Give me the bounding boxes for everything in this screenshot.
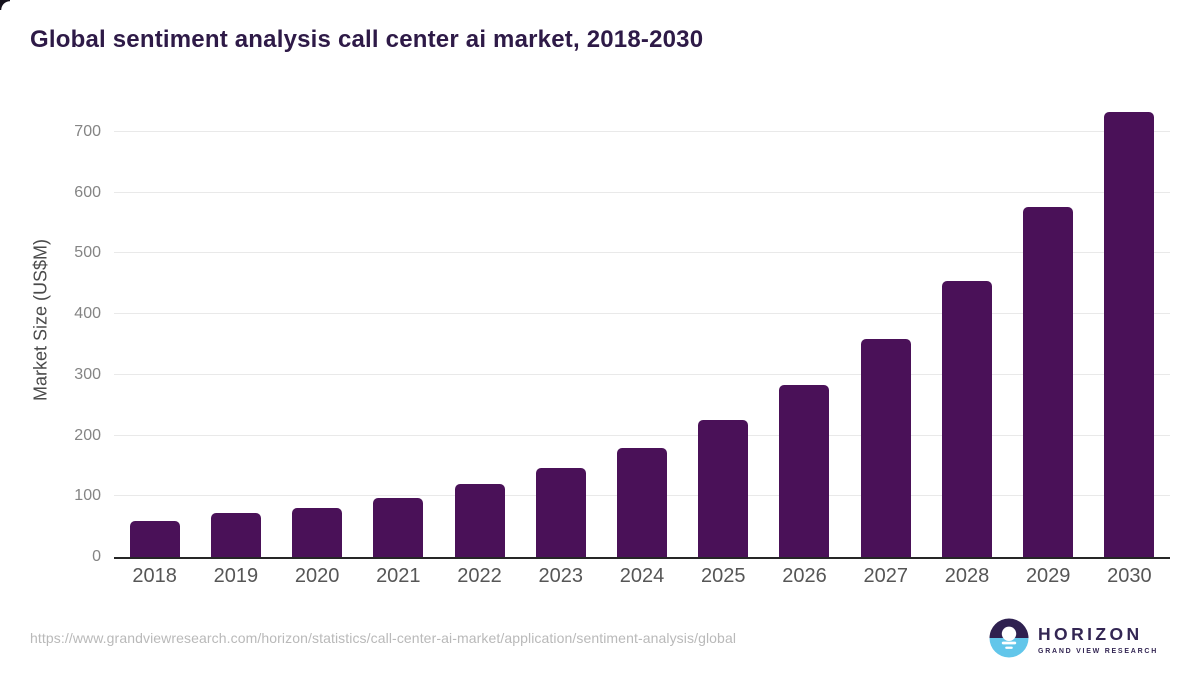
gridline-500: [114, 252, 1170, 254]
gridline-700: [114, 131, 1170, 133]
xtick-label-2026: 2026: [782, 565, 827, 587]
ytick-label-200: 200: [74, 426, 101, 444]
bars-layer: [114, 109, 1170, 557]
corner-artifact: [0, 0, 10, 10]
bar-slot-2021: [358, 109, 439, 557]
source-url: https://www.grandviewresearch.com/horizo…: [30, 630, 737, 646]
bar-slot-2026: [764, 109, 845, 557]
gridline-300: [114, 373, 1170, 375]
x-axis-ticks: 2018 2019 2020 2021 2022 2023 2024 2025 2026 2027…: [114, 565, 1170, 587]
logo-title: HORIZON: [1038, 624, 1143, 645]
gridline-400: [114, 313, 1170, 315]
ytick-label-600: 600: [74, 183, 101, 201]
bar-2029: [1023, 207, 1074, 557]
bar-2030: [1104, 112, 1155, 557]
xtick-label-2023: 2023: [538, 565, 584, 587]
ytick-label-400: 400: [74, 305, 101, 323]
bar-slot-2030: [1089, 109, 1170, 557]
bar-slot-2020: [276, 109, 357, 557]
xtick-label-2024: 2024: [619, 565, 665, 587]
xtick-label-2022: 2022: [457, 565, 502, 587]
xtick-label-2019: 2019: [213, 565, 259, 587]
chart-title: Global sentiment analysis call center ai…: [30, 26, 704, 53]
bar-slot-2022: [439, 109, 520, 557]
bar-2018: [129, 520, 180, 557]
ytick-label-700: 700: [74, 123, 101, 141]
horizon-logo: HORIZON GRAND VIEW RESEARCH: [989, 618, 1158, 663]
horizon-logo-icon: [989, 618, 1029, 663]
xtick-label-2025: 2025: [701, 565, 746, 587]
bar-2020: [292, 507, 343, 557]
xtick-label-2027: 2027: [863, 565, 908, 587]
xtick-label-2020: 2020: [294, 565, 340, 587]
bar-2024: [617, 447, 668, 557]
logo-subtitle: GRAND VIEW RESEARCH: [1038, 647, 1158, 655]
bar-slot-2023: [520, 109, 601, 557]
ytick-label-500: 500: [74, 244, 101, 262]
bar-slot-2028: [926, 109, 1007, 557]
bar-2019: [210, 512, 261, 557]
xtick-label-2021: 2021: [376, 565, 421, 587]
bar-slot-2019: [195, 109, 276, 557]
bar-slot-2018: [114, 109, 195, 557]
bar-2026: [779, 384, 830, 557]
ytick-label-100: 100: [74, 487, 101, 505]
y-axis-label: Market Size (US$M): [30, 238, 51, 401]
gridline-200: [114, 434, 1170, 436]
plot-area: Market Size (US$M) 0 100 200 300 400 500 600 70…: [31, 109, 1170, 587]
bar-2023: [535, 468, 586, 557]
gridline-600: [114, 191, 1170, 193]
xtick-label-2030: 2030: [1107, 565, 1152, 587]
bar-2022: [454, 484, 505, 557]
bar-2025: [698, 420, 749, 557]
ytick-label-300: 300: [74, 365, 101, 383]
ytick-label-0: 0: [92, 548, 101, 565]
bar-2028: [941, 280, 992, 557]
bar-slot-2027: [845, 109, 926, 557]
bar-slot-2025: [683, 109, 764, 557]
horizon-logo-text: HORIZON GRAND VIEW RESEARCH: [1038, 626, 1158, 655]
bar-2021: [373, 498, 424, 557]
xtick-label-2018: 2018: [132, 565, 177, 587]
xtick-label-2029: 2029: [1025, 565, 1071, 587]
bar-slot-2024: [601, 109, 682, 557]
xtick-label-2028: 2028: [944, 565, 990, 587]
bar-slot-2029: [1008, 109, 1089, 557]
bar-2027: [860, 339, 911, 557]
